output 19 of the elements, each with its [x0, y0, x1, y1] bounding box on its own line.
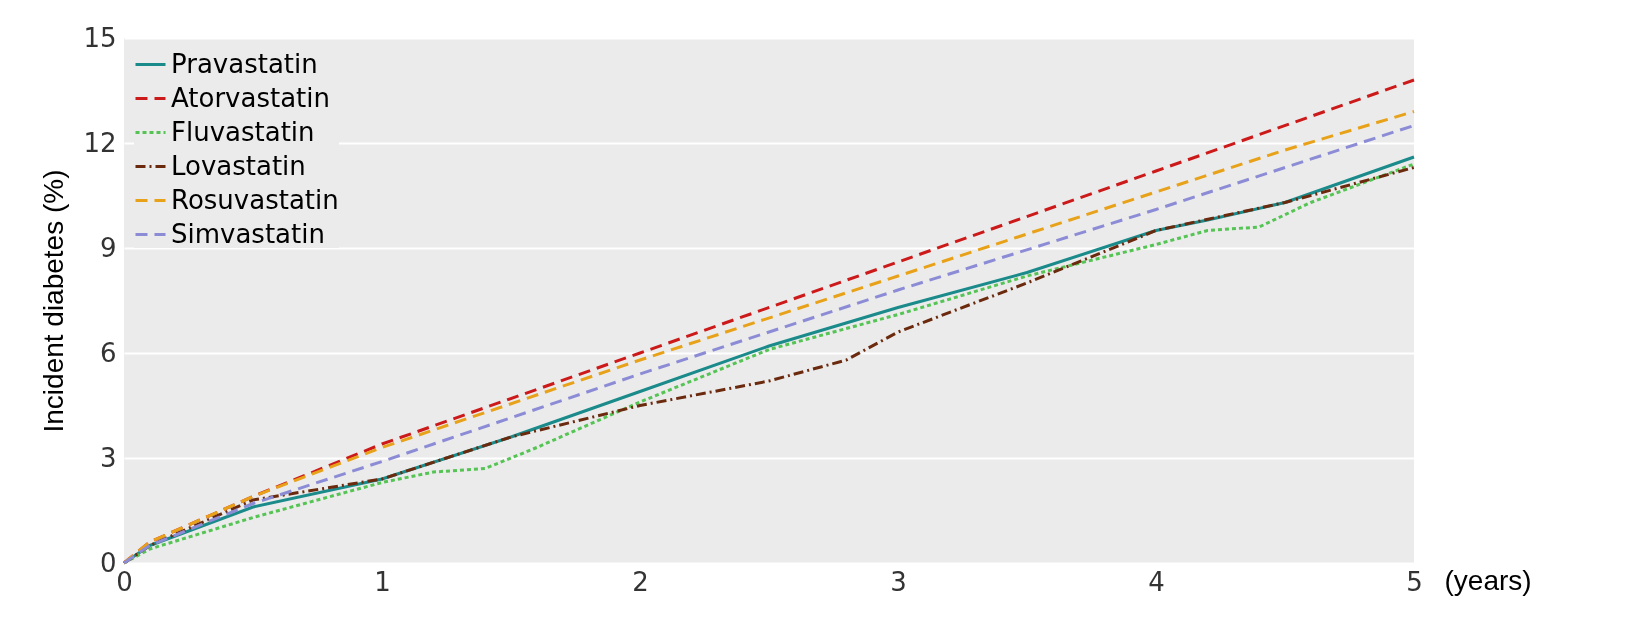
y-tick-label: 15	[83, 22, 117, 53]
x-axis-title: (years)	[1444, 564, 1532, 596]
y-tick-label: 6	[99, 337, 117, 368]
y-tick-label: 0	[99, 547, 117, 578]
y-tick-label: 12	[83, 127, 117, 158]
x-tick-label: 2	[632, 566, 649, 597]
x-tick-label: 5	[1406, 566, 1423, 597]
y-tick-label: 3	[99, 442, 117, 473]
legend-label: Simvastatin	[171, 218, 325, 249]
legend-label: Pravastatin	[171, 48, 318, 79]
x-tick-label: 1	[374, 566, 391, 597]
x-tick-label: 4	[1148, 566, 1165, 597]
legend-label: Fluvastatin	[171, 116, 315, 147]
x-tick-label: 3	[890, 566, 907, 597]
y-tick-label: 9	[99, 232, 117, 263]
y-axis-title: Incident diabetes (%)	[38, 169, 70, 433]
legend-label: Atorvastatin	[171, 82, 331, 113]
legend-label: Lovastatin	[171, 150, 306, 181]
legend-label: Rosuvastatin	[171, 184, 339, 215]
